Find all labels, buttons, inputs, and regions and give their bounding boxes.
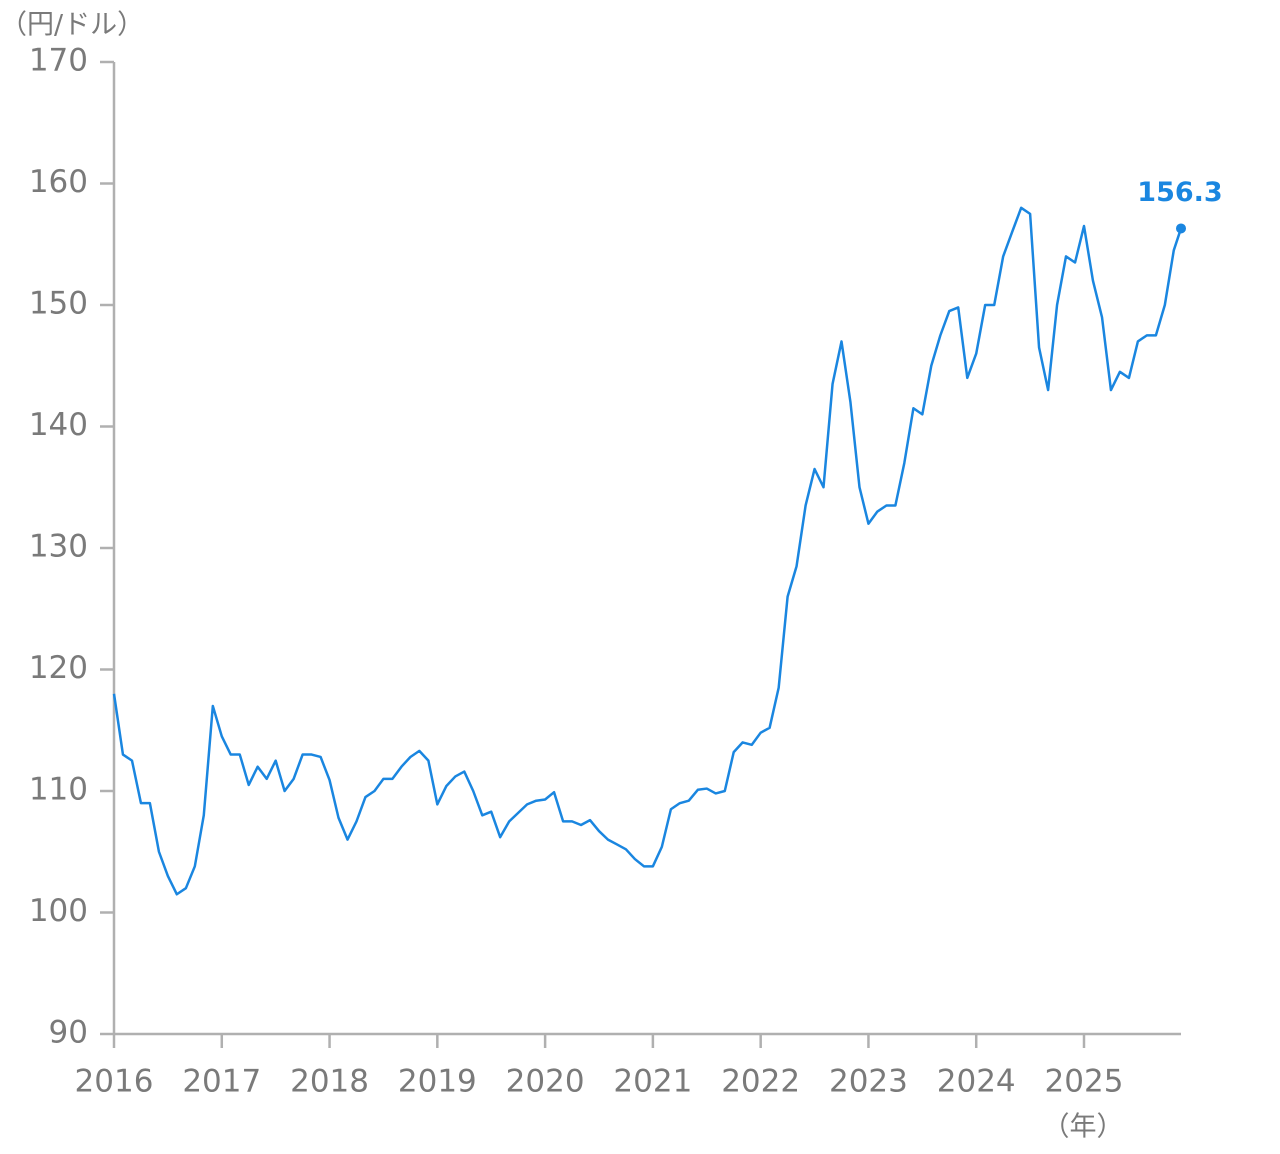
y-tick-label: 150	[29, 286, 88, 322]
x-tick-label: 2022	[721, 1064, 800, 1100]
x-tick-label: 2020	[506, 1064, 585, 1100]
y-tick-label: 100	[29, 893, 88, 929]
y-tick-label: 140	[29, 407, 88, 443]
y-axis-unit: （円/ドル）	[0, 10, 144, 41]
x-tick-label: 2021	[613, 1064, 692, 1100]
y-tick-label: 110	[29, 772, 88, 808]
y-tick-label: 170	[29, 43, 88, 79]
x-tick-label: 2024	[937, 1064, 1016, 1100]
y-tick-label: 160	[29, 164, 88, 200]
y-tick-label: 130	[29, 529, 88, 565]
price-line	[112, 206, 1183, 896]
x-tick-label: 2018	[290, 1064, 369, 1100]
x-tick-label: 2016	[75, 1064, 154, 1100]
last-point	[1176, 223, 1186, 234]
last-value-label: 156.3	[1137, 177, 1222, 208]
y-tick-label: 120	[29, 650, 88, 686]
x-tick-label: 2017	[182, 1064, 261, 1100]
x-tick-label: 2019	[398, 1064, 477, 1100]
x-tick-label: 2025	[1045, 1064, 1124, 1100]
y-tick-label: 90	[49, 1015, 88, 1051]
x-tick-label: 2023	[829, 1064, 908, 1100]
x-axis-unit: （年）	[1043, 1112, 1124, 1143]
